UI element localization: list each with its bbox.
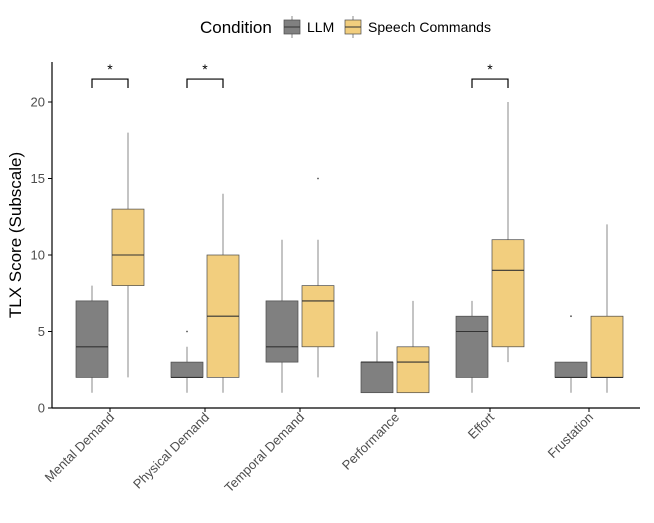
y-tick-label: 0 bbox=[38, 401, 45, 416]
outlier-point bbox=[317, 178, 319, 180]
box-speech-commands-effort bbox=[492, 102, 524, 362]
y-tick-label: 5 bbox=[38, 324, 45, 339]
x-tick-label: Physical Demand bbox=[130, 410, 212, 492]
box-llm-frustation bbox=[555, 315, 587, 392]
y-tick-label: 10 bbox=[31, 248, 45, 263]
box-iqr bbox=[397, 347, 429, 393]
box-llm-mental-demand bbox=[76, 286, 108, 393]
x-tick-label: Performance bbox=[339, 410, 402, 473]
y-axis-title: TLX Score (Subscale) bbox=[6, 152, 25, 318]
outlier-point bbox=[186, 331, 188, 333]
box-speech-commands-physical-demand bbox=[207, 194, 239, 393]
x-tick-label: Effort bbox=[465, 409, 498, 442]
bracket-line bbox=[92, 79, 128, 88]
x-tick-label: Temporal Demand bbox=[221, 410, 307, 496]
box-iqr bbox=[76, 301, 108, 378]
significance-bracket: * bbox=[472, 61, 508, 88]
legend-entry-llm: LLM bbox=[284, 16, 334, 38]
box-iqr bbox=[555, 362, 587, 377]
box-iqr bbox=[112, 209, 144, 286]
y-tick-label: 15 bbox=[31, 171, 45, 186]
legend-title: Condition bbox=[200, 18, 272, 37]
box-iqr bbox=[591, 316, 623, 377]
box-speech-commands-performance bbox=[397, 301, 429, 393]
box-llm-performance bbox=[361, 332, 393, 393]
bracket-line bbox=[472, 79, 508, 88]
x-tick-label: Frustation bbox=[545, 410, 596, 461]
legend-label: Speech Commands bbox=[368, 19, 491, 35]
box-llm-temporal-demand bbox=[266, 240, 298, 393]
box-iqr bbox=[171, 362, 203, 377]
box-speech-commands-temporal-demand bbox=[302, 178, 334, 378]
bracket-line bbox=[187, 79, 223, 88]
box-iqr bbox=[492, 240, 524, 347]
box-llm-physical-demand bbox=[171, 331, 203, 393]
x-tick-label: Mental Demand bbox=[42, 410, 118, 486]
box-speech-commands-mental-demand bbox=[112, 133, 144, 378]
box-iqr bbox=[361, 362, 393, 393]
outlier-point bbox=[570, 315, 572, 317]
significance-star: * bbox=[107, 61, 113, 77]
legend-entry-speech-commands: Speech Commands bbox=[345, 16, 491, 38]
significance-bracket: * bbox=[187, 61, 223, 88]
box-iqr bbox=[302, 286, 334, 347]
significance-star: * bbox=[487, 61, 493, 77]
legend: Condition LLM Speech Commands bbox=[200, 16, 491, 38]
significance-star: * bbox=[202, 61, 208, 77]
significance-bracket: * bbox=[92, 61, 128, 88]
box-llm-effort bbox=[456, 301, 488, 393]
legend-label: LLM bbox=[307, 19, 334, 35]
box-iqr bbox=[456, 316, 488, 377]
plot-area: * * * bbox=[76, 61, 623, 393]
tlx-boxplot-chart: Condition LLM Speech Commands * * * 0 5 10 15 2… bbox=[0, 0, 654, 523]
y-tick-label: 20 bbox=[31, 95, 45, 110]
box-iqr bbox=[266, 301, 298, 362]
box-speech-commands-frustation bbox=[591, 224, 623, 392]
